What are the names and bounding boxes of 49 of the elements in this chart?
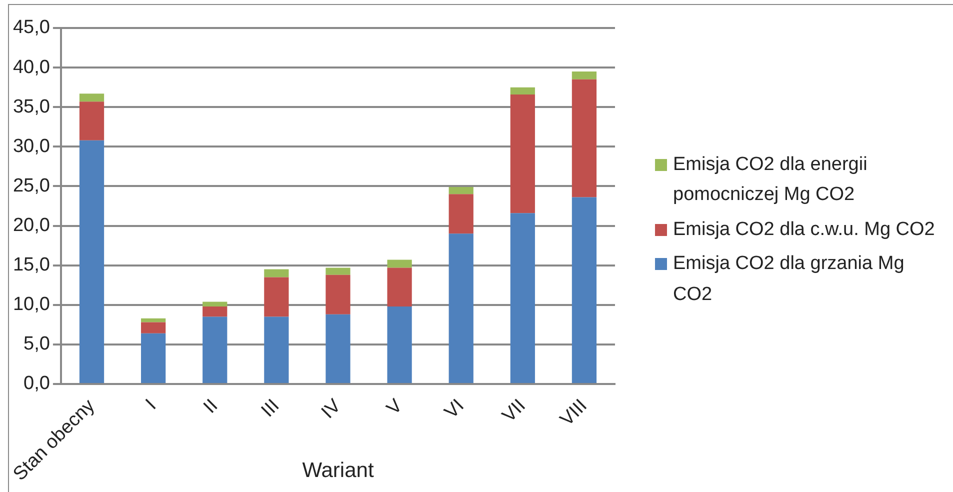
x-axis-title: Wariant (302, 459, 374, 482)
bar (264, 277, 289, 317)
legend-label: Emisja CO2 dla grzania Mg CO2 (673, 252, 906, 307)
x-tick-label: V (382, 395, 408, 420)
bar (202, 316, 228, 383)
y-tick-label: 0,0 (24, 373, 50, 394)
bar (202, 302, 228, 306)
y-tick-label: 25,0 (12, 175, 50, 196)
bar (202, 306, 228, 317)
y-tick-label: 5,0 (24, 334, 50, 355)
bar (572, 197, 597, 383)
bar (264, 269, 289, 278)
bar (572, 79, 597, 198)
bar (141, 322, 166, 334)
bar (141, 318, 166, 322)
bar (572, 72, 597, 80)
bar (387, 268, 412, 306)
bar (79, 94, 104, 102)
bar (510, 213, 535, 383)
bar (326, 268, 350, 275)
x-tick-label: IV (318, 395, 346, 423)
y-tick-label: 35,0 (12, 96, 50, 118)
x-tick-label: VIII (556, 395, 592, 430)
bar (387, 260, 412, 268)
bar (510, 87, 535, 94)
bar (79, 140, 104, 383)
y-tick-label: 20,0 (12, 215, 50, 236)
y-tick-label: 40,0 (12, 56, 50, 78)
y-tick-label: 10,0 (12, 294, 50, 316)
bar (326, 314, 350, 383)
x-tick-label: I (142, 395, 161, 414)
y-tick-label: 45,0 (12, 17, 50, 38)
bar (448, 194, 474, 234)
legend-label: Emisja CO2 dla c.w.u. Mg CO2 (673, 218, 935, 242)
bar (326, 274, 350, 314)
x-tick-label: VI (440, 395, 468, 423)
bar (510, 94, 535, 214)
x-tick-label: VII (498, 395, 530, 427)
x-tick-label: III (258, 395, 284, 422)
bar (387, 306, 412, 383)
legend-label: Emisja CO2 dla energii pomocniczej Mg CO2 (673, 153, 868, 208)
bar (448, 234, 474, 383)
bar (264, 316, 289, 383)
y-tick-label: 30,0 (12, 136, 50, 157)
y-tick-label: 15,0 (12, 254, 50, 276)
bar (79, 102, 104, 140)
bar (448, 187, 474, 194)
bar (141, 333, 166, 383)
x-tick-label: II (200, 395, 222, 418)
